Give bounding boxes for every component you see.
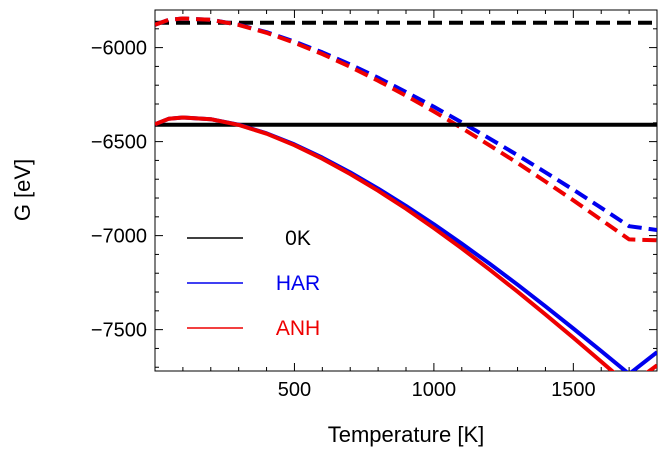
legend-label-har: HAR [276, 272, 320, 295]
y-tick-label: −7000 [91, 226, 147, 248]
y-tick-label: −6000 [91, 38, 147, 60]
x-axis-label: Temperature [K] [328, 422, 485, 447]
y-tick-label: −6500 [91, 132, 147, 154]
y-tick-label: −7500 [91, 320, 147, 342]
series-line-anh-solid [155, 115, 657, 371]
x-tick-label: 500 [278, 379, 311, 401]
legend-label-anh: ANH [276, 317, 320, 340]
plot-frame [154, 9, 658, 372]
x-tick-label: 1000 [412, 379, 457, 401]
series-line-har-solid [155, 115, 657, 371]
legend-label-0k: 0K [285, 227, 311, 250]
y-axis-label: G [eV] [10, 159, 35, 221]
x-tick-label: 1500 [551, 379, 596, 401]
series-line-har-dashed [155, 16, 657, 232]
